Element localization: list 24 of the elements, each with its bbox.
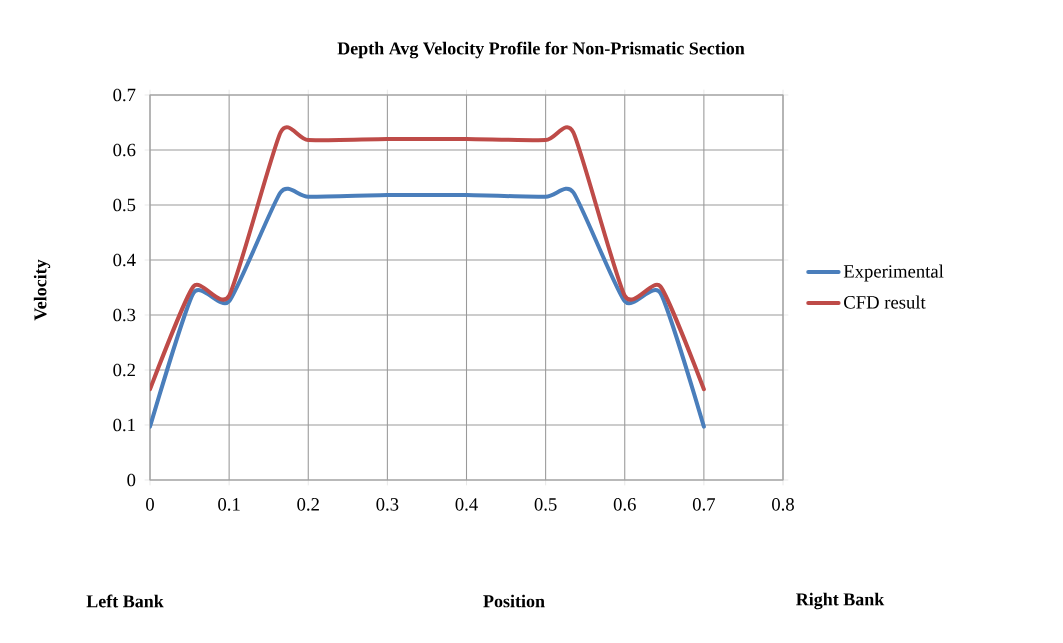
x-tick-label: 0	[146, 498, 154, 511]
x-tick-label: 0.3	[376, 498, 399, 511]
y-tick-label: 0.6	[113, 143, 136, 157]
y-tick-label: 0.7	[113, 88, 136, 102]
y-tick-label: 0.4	[113, 253, 136, 267]
x-tick-label: 0.5	[534, 498, 557, 511]
x-tick-label: 0.2	[297, 498, 319, 511]
text: Right Bank	[796, 592, 885, 610]
x-tick-label: 0.1	[218, 498, 240, 511]
chart-title: Depth Avg Velocity Profile for Non-Prismatic Section	[337, 41, 745, 59]
y-tick-label: 0.3	[113, 308, 136, 322]
x-tick-label: 0.8	[772, 498, 794, 511]
legend-label: Experimental	[843, 264, 944, 282]
y-axis-title: Velocity	[33, 259, 51, 321]
text: Left Bank	[86, 594, 164, 608]
y-tick-label: 0	[127, 473, 136, 487]
y-tick-label: 0.5	[113, 198, 136, 212]
x-axis-title: Position	[483, 594, 545, 608]
x-tick-label: 0.7	[692, 498, 716, 511]
x-tick-label: 0.4	[455, 498, 478, 511]
y-tick-label: 0.1	[113, 418, 135, 432]
legend-label: CFD result	[844, 295, 926, 309]
y-tick-label: 0.2	[113, 363, 135, 377]
x-tick-label: 0.6	[613, 498, 636, 511]
